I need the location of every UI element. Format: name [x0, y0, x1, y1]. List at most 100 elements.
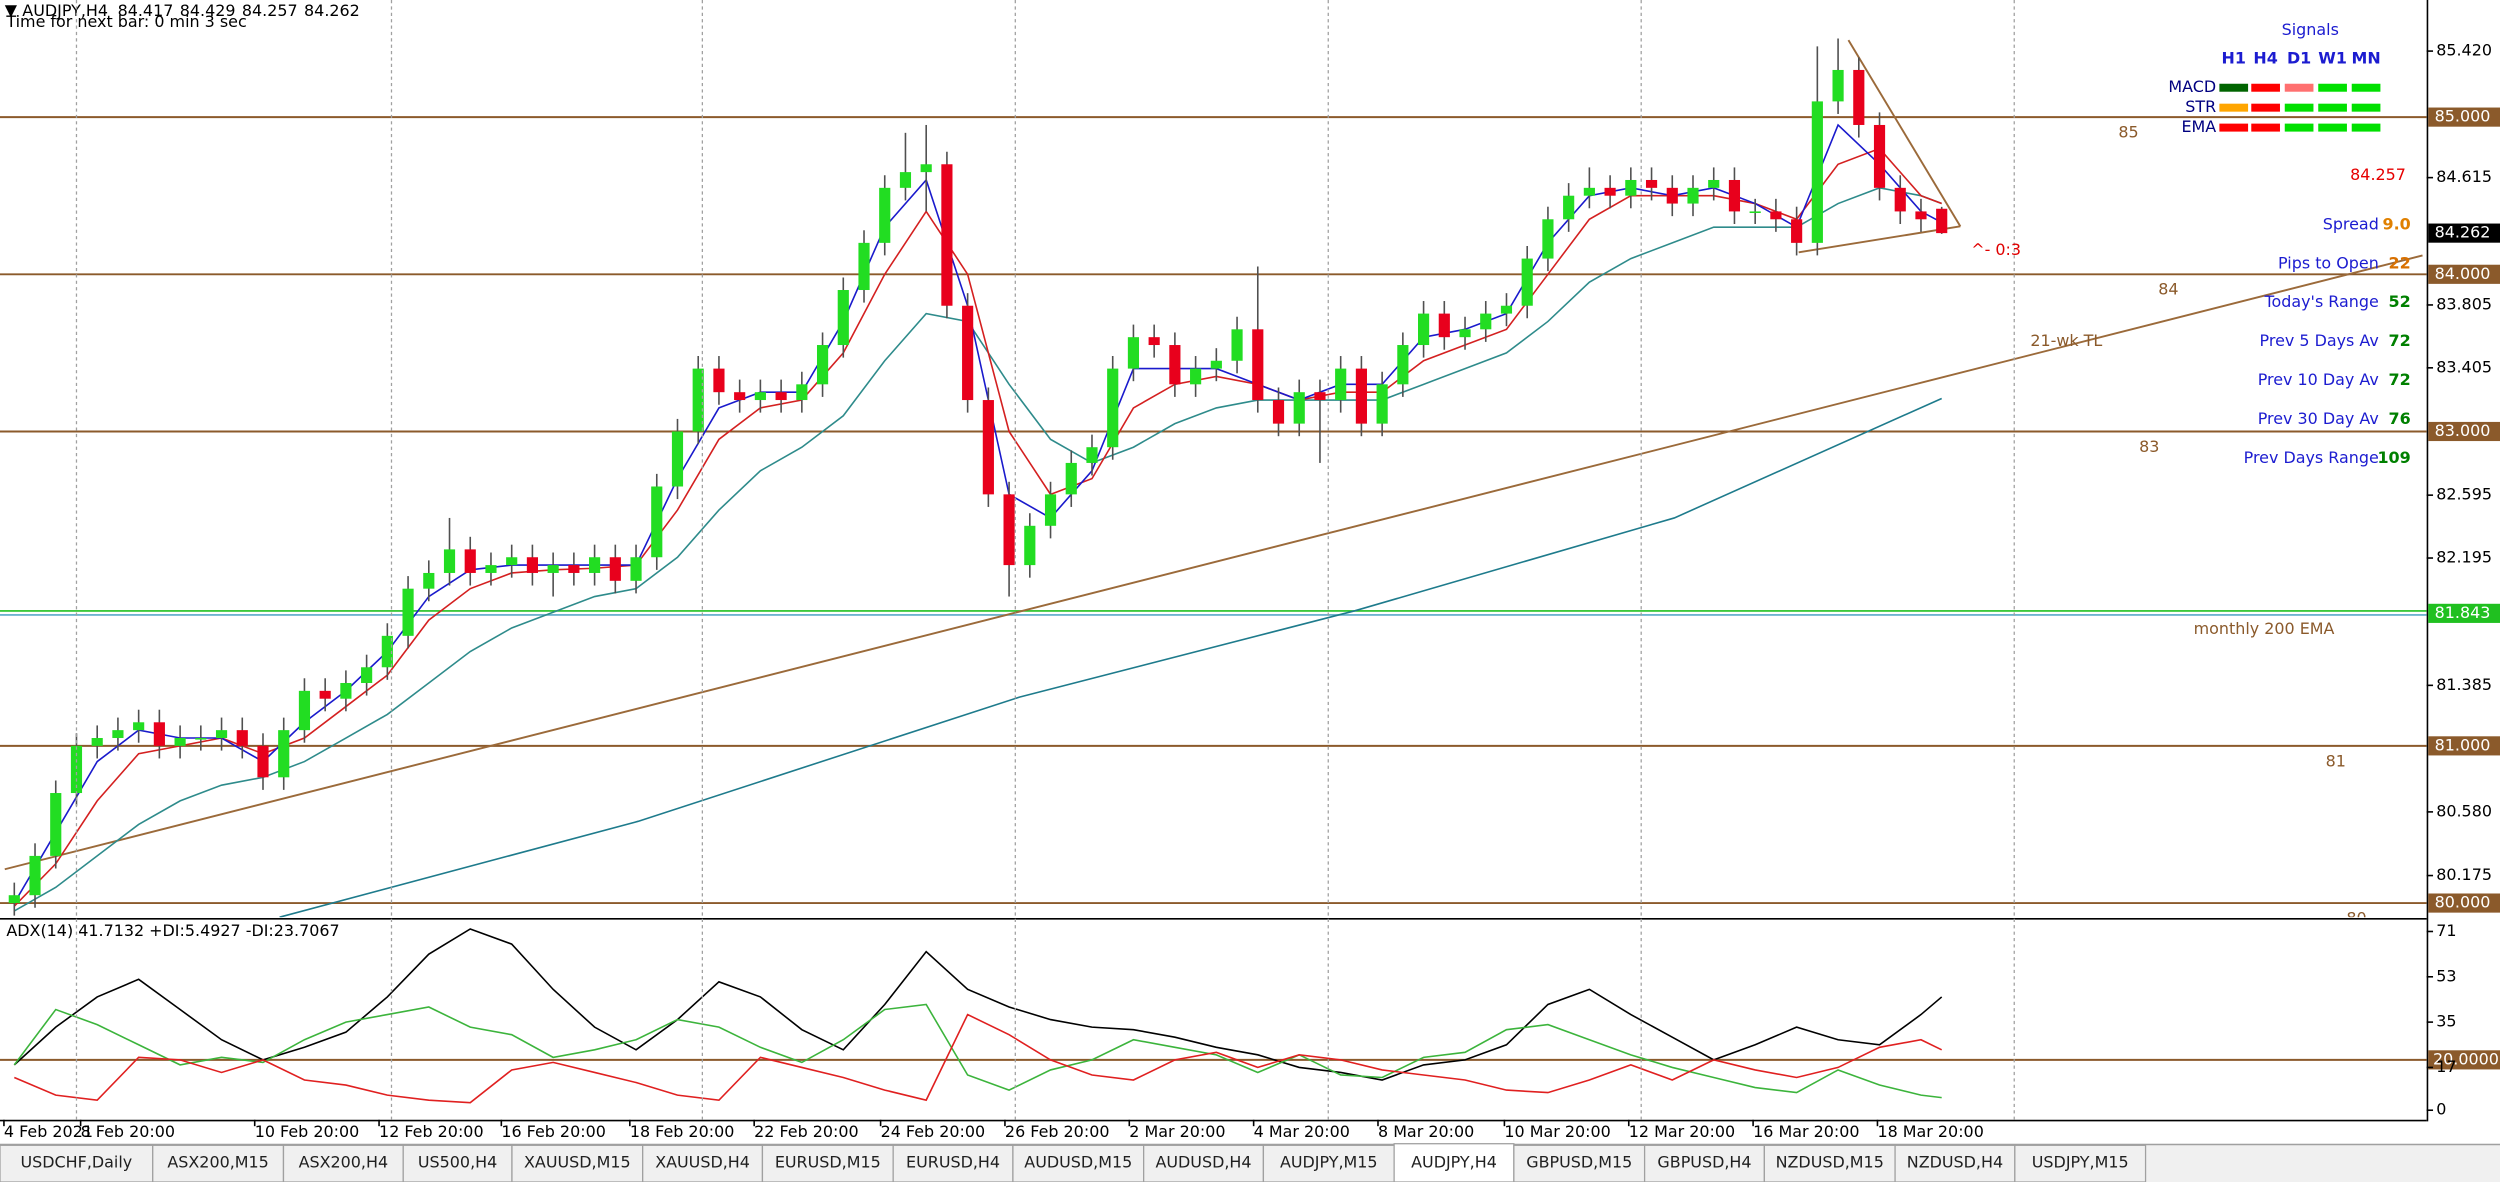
x-tick-label: 2 Mar 20:00 — [1129, 1122, 1225, 1141]
tab[interactable] — [1262, 1144, 1395, 1182]
candle-body — [1936, 208, 1948, 234]
candle-body — [1335, 368, 1347, 401]
candle-body — [526, 557, 538, 573]
level-price-label: 80.000 — [2435, 893, 2491, 912]
tab-label[interactable]: NZDUSD,M15 — [1776, 1152, 1884, 1171]
tab[interactable] — [1643, 1144, 1765, 1182]
candle-body — [8, 895, 20, 904]
candle-body — [464, 549, 476, 573]
header-high: 84.429 — [180, 1, 236, 20]
candle-body — [1210, 360, 1222, 369]
candle-body — [982, 400, 994, 495]
tab[interactable] — [402, 1144, 513, 1182]
candle-body — [1915, 211, 1927, 220]
ema-level-box — [2428, 603, 2500, 623]
candle-body — [734, 392, 746, 401]
tab[interactable] — [1393, 1143, 1515, 1182]
tab-label[interactable]: AUDJPY,H4 — [1411, 1152, 1497, 1171]
candle-body — [630, 557, 642, 581]
tab-label[interactable]: GBPUSD,M15 — [1526, 1152, 1632, 1171]
candle-body — [1749, 211, 1761, 214]
info-value: 52 — [2389, 292, 2411, 311]
tab-label[interactable]: USDCHF,Daily — [21, 1152, 133, 1171]
tab-label[interactable]: EURUSD,M15 — [775, 1152, 881, 1171]
level-text: 81 — [2326, 751, 2346, 770]
tab[interactable] — [282, 1144, 404, 1182]
candle-body — [713, 368, 725, 393]
candle-body — [1811, 101, 1823, 243]
tab[interactable] — [2014, 1144, 2147, 1182]
level-text: 80 — [2346, 909, 2366, 928]
timer: Time for next bar: 0 min 3 sec — [5, 12, 246, 31]
signal-cell — [2219, 103, 2249, 112]
tab[interactable] — [1012, 1144, 1145, 1182]
tab-label[interactable]: GBPUSD,H4 — [1657, 1152, 1751, 1171]
level-text: 85 — [2118, 123, 2138, 142]
info-value: 72 — [2389, 331, 2411, 350]
tab[interactable] — [1143, 1144, 1265, 1182]
candle-body — [112, 730, 124, 739]
candle-body — [1065, 462, 1077, 495]
adx-y-tick-label: 53 — [2436, 966, 2456, 985]
candle-body — [858, 242, 870, 291]
candle-body — [1500, 305, 1513, 314]
adx-level-box — [2428, 1050, 2500, 1070]
signal-cell — [2284, 83, 2314, 92]
tab[interactable] — [1763, 1144, 1896, 1182]
tab-label[interactable]: ASX200,M15 — [167, 1152, 268, 1171]
tab[interactable] — [642, 1144, 764, 1182]
signal-column: W1 — [2318, 49, 2347, 68]
signal-row-label: STR — [2185, 97, 2216, 116]
x-tick-label: 18 Mar 20:00 — [1877, 1122, 1983, 1141]
tab-label[interactable]: AUDJPY,M15 — [1280, 1152, 1378, 1171]
signal-cell — [2351, 123, 2381, 132]
tab-label[interactable]: AUDUSD,M15 — [1024, 1152, 1132, 1171]
candle-body — [1355, 368, 1367, 424]
candle-body — [1687, 187, 1699, 204]
candle-body — [506, 557, 518, 566]
tab[interactable] — [511, 1144, 644, 1182]
adx-line — [13, 1003, 1942, 1099]
tab-label[interactable]: EURUSD,H4 — [906, 1152, 1000, 1171]
candle-body — [361, 667, 373, 683]
main-plot: 85 84 83 81 80 monthly 200 EMA — [0, 38, 2427, 928]
level-price-label: 84.000 — [2435, 264, 2491, 283]
candle-body — [796, 384, 808, 401]
candle-body — [651, 486, 663, 558]
tab[interactable] — [1513, 1144, 1646, 1182]
x-tick-label: 22 Feb 20:00 — [754, 1122, 859, 1141]
candle-body — [1542, 219, 1554, 259]
tab-label[interactable]: XAUUSD,H4 — [655, 1152, 750, 1171]
tab[interactable] — [1894, 1144, 2016, 1182]
tab[interactable] — [0, 1144, 154, 1182]
candle-body — [1521, 258, 1533, 306]
candle-body — [1272, 400, 1285, 424]
x-tick-label: 8 Mar 20:00 — [1378, 1122, 1474, 1141]
signal-cell — [2251, 83, 2280, 92]
tab-label[interactable]: US500,H4 — [418, 1152, 497, 1171]
candle-body — [816, 345, 829, 385]
tab-label[interactable]: NZDUSD,H4 — [1907, 1152, 2003, 1171]
adx-y-tick-label: 0 — [2436, 1100, 2446, 1119]
candle-body — [609, 557, 621, 581]
candle-body — [1314, 392, 1326, 401]
candle-body — [153, 722, 165, 746]
candle-body — [1563, 195, 1575, 220]
candle-body — [1148, 337, 1160, 346]
candle-body — [174, 738, 186, 746]
tab[interactable] — [152, 1144, 285, 1182]
tab-label[interactable]: XAUUSD,M15 — [524, 1152, 631, 1171]
adx-y-tick-label: 71 — [2436, 921, 2456, 940]
x-tick-label: 10 Feb 20:00 — [255, 1122, 360, 1141]
adx-y-tick-label: 35 — [2436, 1012, 2456, 1031]
signal-cell — [2284, 123, 2314, 132]
candle-body — [1397, 345, 1409, 385]
tab-label[interactable]: AUDUSD,H4 — [1155, 1152, 1251, 1171]
tab-label[interactable]: USDJPY,M15 — [2032, 1152, 2129, 1171]
info-value: 9.0 — [2382, 214, 2410, 233]
candle-body — [1645, 179, 1658, 188]
candle-body — [879, 187, 891, 243]
tab-label[interactable]: ASX200,H4 — [299, 1152, 389, 1171]
